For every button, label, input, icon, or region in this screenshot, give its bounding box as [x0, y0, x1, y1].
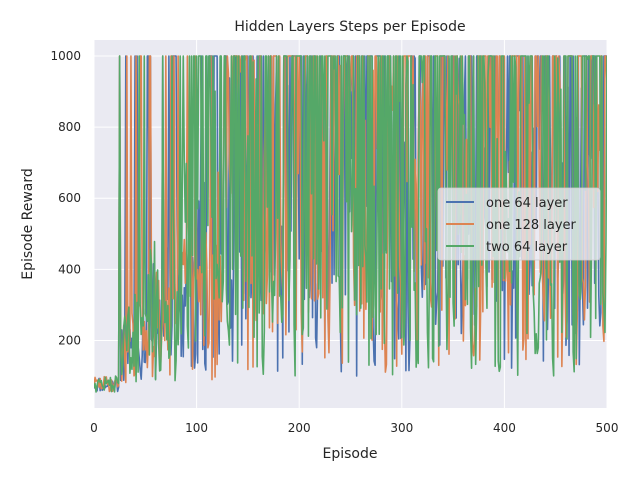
x-tick-label: 300 — [390, 421, 413, 435]
y-tick-label: 800 — [58, 120, 81, 134]
x-axis-label: Episode — [323, 446, 378, 462]
y-tick-label: 600 — [58, 191, 81, 205]
legend-label: one 128 layer — [486, 218, 577, 233]
x-tick-label: 200 — [288, 421, 311, 435]
legend-box — [437, 187, 601, 261]
y-axis-ticks: 200 400 600 800 1000 — [50, 49, 81, 347]
chart-title: Hidden Layers Steps per Episode — [234, 19, 465, 35]
legend-label: one 64 layer — [486, 196, 568, 211]
y-tick-label: 400 — [58, 262, 81, 276]
x-tick-label: 500 — [596, 421, 619, 435]
legend-label: two 64 layer — [486, 240, 568, 255]
y-axis-label: Episode Reward — [20, 168, 36, 280]
x-tick-label: 400 — [493, 421, 516, 435]
legend: one 64 layer one 128 layer two 64 layer — [437, 187, 601, 261]
x-tick-label: 100 — [185, 421, 208, 435]
y-tick-label: 1000 — [50, 49, 81, 63]
x-tick-label: 0 — [90, 421, 98, 435]
series-line-3 — [94, 55, 607, 393]
x-axis-ticks: 0 100 200 300 400 500 — [90, 421, 618, 435]
y-tick-label: 200 — [58, 333, 81, 347]
